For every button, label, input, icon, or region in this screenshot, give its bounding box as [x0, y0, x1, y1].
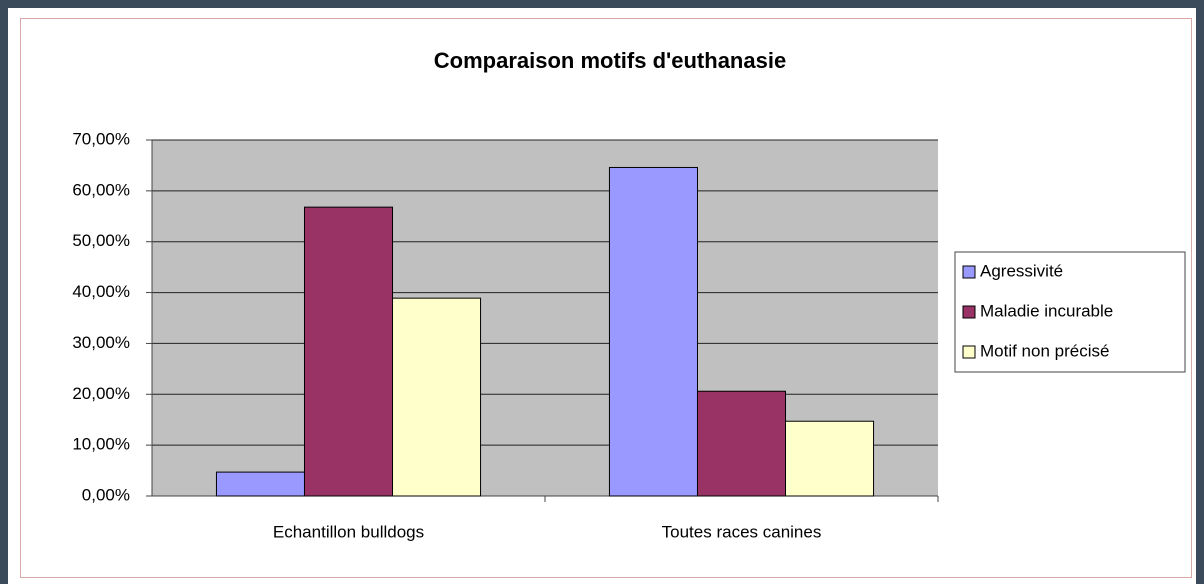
x-tick-label: Toutes races canines [662, 522, 822, 541]
bar [392, 297, 482, 497]
y-tick-label: 50,00% [72, 231, 130, 250]
y-tick-label: 0,00% [82, 485, 130, 504]
y-tick-label: 60,00% [72, 180, 130, 199]
bar [696, 390, 787, 497]
y-tick-label: 70,00% [72, 129, 130, 148]
legend-swatch [962, 305, 976, 319]
bar [785, 420, 875, 497]
bar [303, 206, 394, 497]
bar [215, 471, 305, 497]
bar [608, 166, 698, 497]
legend-swatch [962, 265, 976, 279]
legend-label: Motif non précisé [980, 341, 1109, 360]
y-tick-label: 30,00% [72, 333, 130, 352]
legend-box [954, 251, 1186, 373]
y-tick-label: 40,00% [72, 282, 130, 301]
legend-swatch [962, 345, 976, 359]
y-tick-label: 10,00% [72, 435, 130, 454]
x-tick-label: Echantillon bulldogs [273, 522, 424, 541]
legend-label: Maladie incurable [980, 301, 1113, 320]
chart-title: Comparaison motifs d'euthanasie [434, 48, 786, 73]
legend-label: Agressivité [980, 261, 1063, 280]
y-tick-label: 20,00% [72, 384, 130, 403]
chart-border [20, 18, 1192, 578]
